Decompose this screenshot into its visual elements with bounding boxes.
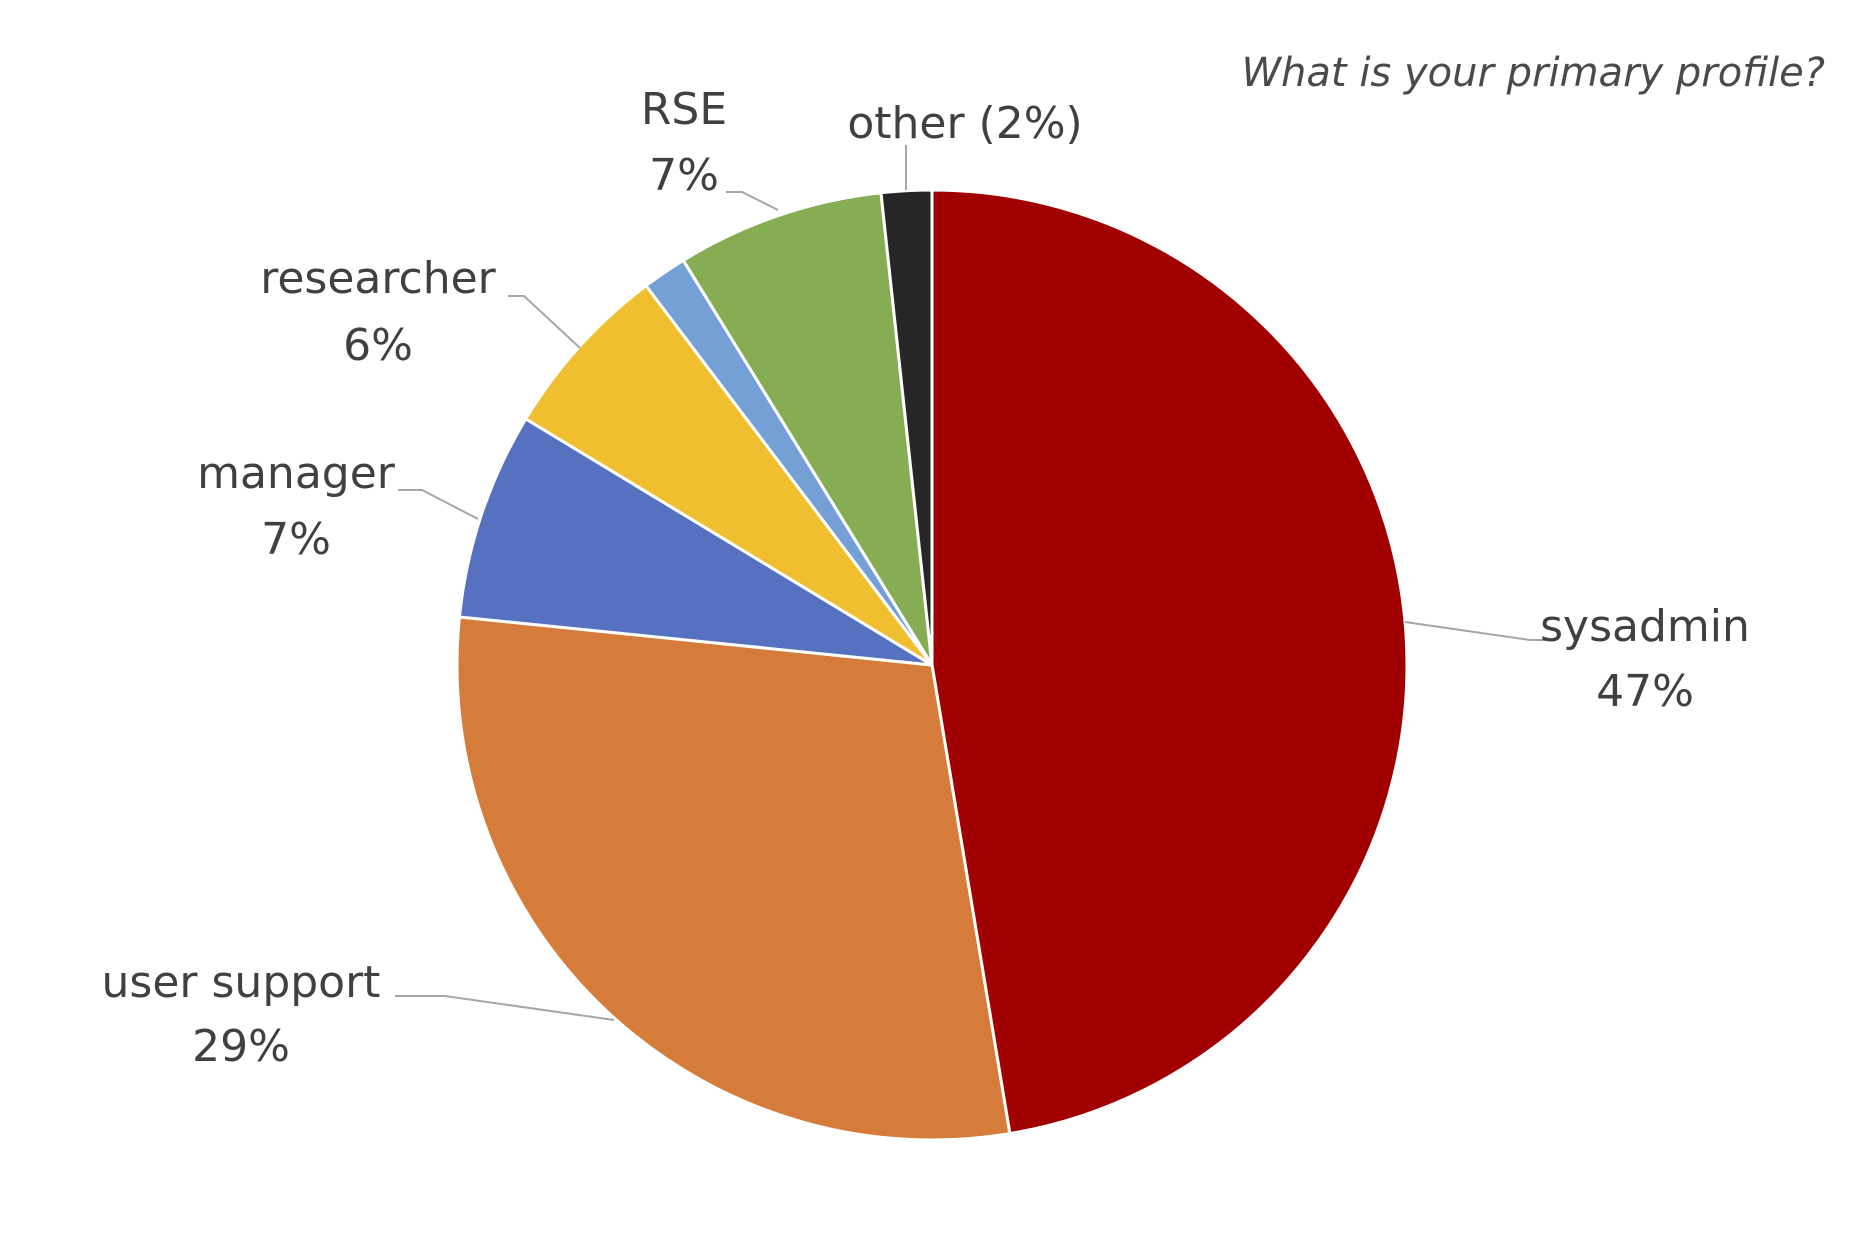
- slice-user-support: [455, 615, 1012, 1142]
- label-sysadmin-category: sysadmin: [1540, 601, 1750, 652]
- slice-other-2: [879, 188, 934, 666]
- pie-slices: [455, 188, 1409, 1142]
- slice-sysadmin: [930, 188, 1409, 1136]
- label-other: other (2%): [847, 98, 1082, 149]
- leader-researcher: [508, 295, 581, 349]
- chart-title: What is your primary profile?: [1242, 50, 1826, 96]
- label-researcher-category: researcher: [260, 253, 496, 304]
- label-rse-value: 7%: [649, 150, 719, 201]
- leader-sysadmin: [1404, 621, 1545, 641]
- leader-user-support: [395, 995, 615, 1021]
- leader-manager: [398, 489, 479, 520]
- label-manager-value: 7%: [261, 514, 331, 565]
- label-user-support-category: user support: [102, 957, 381, 1008]
- label-researcher-value: 6%: [343, 320, 413, 371]
- label-manager-category: manager: [197, 448, 396, 499]
- label-rse-category: RSE: [641, 84, 727, 135]
- label-user-support-value: 29%: [192, 1021, 290, 1072]
- slice-rse: [681, 191, 934, 666]
- leader-rse: [726, 191, 779, 211]
- slice-manager: [457, 416, 933, 667]
- label-sysadmin-value: 47%: [1596, 666, 1694, 717]
